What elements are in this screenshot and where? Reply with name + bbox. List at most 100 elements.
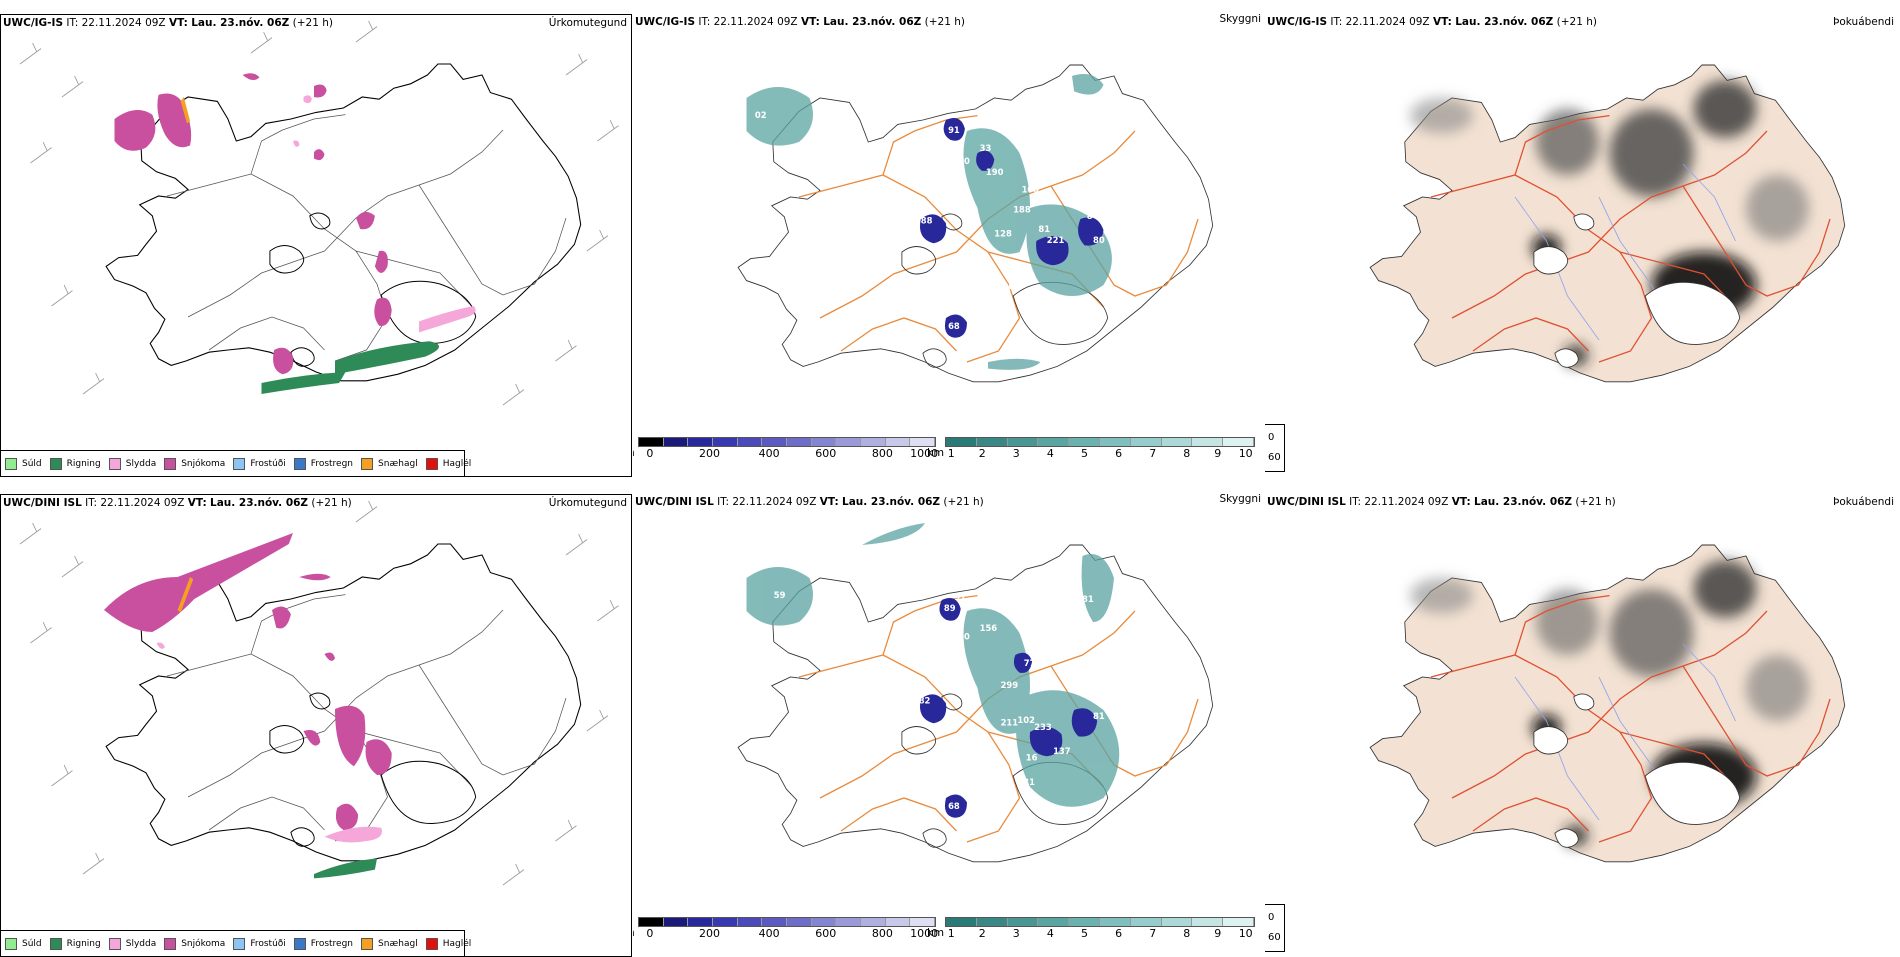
precip-type-panel-bottom: UWC/DINI ISL IT: 22.11.2024 09Z VT: Lau.… xyxy=(0,494,632,957)
svg-text:80: 80 xyxy=(1080,104,1092,114)
legend-swatch-drizzle xyxy=(5,457,17,470)
svg-text:77: 77 xyxy=(1024,659,1036,669)
svg-text:50: 50 xyxy=(1091,144,1103,154)
rain-areas-bottom xyxy=(314,858,377,879)
wind-barbs-bottom xyxy=(19,500,619,886)
svg-text:211: 211 xyxy=(1001,718,1019,728)
legend-swatch-freezing-drizzle xyxy=(233,937,246,950)
legend-swatch-rain xyxy=(49,937,62,950)
svg-text:1: 1 xyxy=(1106,199,1112,209)
svg-text:81: 81 xyxy=(1093,712,1105,722)
legend-swatch-snow-pellets xyxy=(361,457,374,470)
svg-text:80: 80 xyxy=(1093,236,1105,246)
visibility-map-bottom: 16 59 89 97 100 156 78 281 299 77 82 211… xyxy=(737,523,1214,863)
precip-header-bottom: UWC/DINI ISL IT: 22.11.2024 09Z VT: Lau.… xyxy=(3,497,352,509)
svg-text:81: 81 xyxy=(1038,225,1050,235)
svg-text:100: 100 xyxy=(952,632,970,642)
svg-text:16: 16 xyxy=(1026,753,1038,763)
rain-areas xyxy=(261,341,440,394)
svg-text:156: 156 xyxy=(980,624,998,634)
fog-header-bottom: UWC/DINI ISL IT: 22.11.2024 09Z VT: Lau.… xyxy=(1267,496,1616,508)
fog-panel-title: Þokuábendi xyxy=(1833,16,1894,28)
precip-type-panel-top: UWC/IG-IS IT: 22.11.2024 09Z VT: Lau. 23… xyxy=(0,14,632,477)
low-cloudbase-areas-bottom xyxy=(919,598,1098,818)
legend-swatch-freezing-rain xyxy=(293,457,306,470)
legend-swatch-rain xyxy=(49,457,62,470)
visibility-panel-top: UWC/IG-IS IT: 22.11.2024 09Z VT: Lau. 23… xyxy=(633,14,1265,477)
legend-swatch-freezing-rain xyxy=(293,937,306,950)
precip-legend-bottom: Súld Rigning Slydda Snjókoma Frostúði Fr… xyxy=(1,930,471,956)
fog-header-top: UWC/IG-IS IT: 22.11.2024 09Z VT: Lau. 23… xyxy=(1267,16,1597,28)
precip-panel-title-bottom: Úrkomutegund xyxy=(548,497,627,509)
precip-map-bottom xyxy=(19,500,619,886)
cloudbase-labels-bottom: 16 59 89 97 100 156 78 281 299 77 82 211… xyxy=(774,544,1105,812)
fog-legend-top: 0 60 xyxy=(1265,424,1285,472)
visibility-panel-bottom: UWC/DINI ISL IT: 22.11.2024 09Z VT: Lau.… xyxy=(633,494,1265,957)
svg-text:59: 59 xyxy=(774,591,786,601)
sleet-areas xyxy=(293,95,476,333)
svg-text:231: 231 xyxy=(1017,778,1035,788)
fog-panel-title-bottom: Þokuábendi xyxy=(1833,496,1894,508)
low-cloudbase-areas xyxy=(919,118,1104,338)
svg-text:221: 221 xyxy=(1047,236,1065,246)
visibility-colorbar-top: 1 2 3 4 5 6 7 8 9 10 km xyxy=(927,437,1255,461)
svg-text:188: 188 xyxy=(1013,205,1031,215)
cloudbase-colorbar-bottom: 0 200 400 600 800 1000 m xyxy=(633,917,938,941)
legend-swatch-snow xyxy=(164,937,177,950)
snow-pellets-area xyxy=(180,97,191,124)
legend-swatch-hail xyxy=(425,937,438,950)
visibility-panel-title-bottom: Skyggni xyxy=(1219,494,1262,505)
legend-swatch-snow xyxy=(164,457,177,470)
svg-text:128: 128 xyxy=(994,229,1012,239)
svg-text:97: 97 xyxy=(954,593,966,603)
visibility-header-top: UWC/IG-IS IT: 22.11.2024 09Z VT: Lau. 23… xyxy=(635,16,965,28)
visibility-map-top: 29 02 91 100 33 190 80 50 105 188 128 81… xyxy=(737,64,1214,383)
svg-text:82: 82 xyxy=(919,696,931,706)
precip-header-top: UWC/IG-IS IT: 22.11.2024 09Z VT: Lau. 23… xyxy=(3,17,333,29)
fog-panel-bottom: UWC/DINI ISL IT: 22.11.2024 09Z VT: Lau.… xyxy=(1265,494,1900,957)
svg-text:33: 33 xyxy=(980,144,992,154)
svg-text:13: 13 xyxy=(852,212,864,222)
snow-areas xyxy=(114,73,392,375)
svg-text:68: 68 xyxy=(948,322,960,332)
legend-swatch-hail xyxy=(425,457,438,470)
svg-text:102: 102 xyxy=(1017,716,1035,726)
fog-map-bottom xyxy=(1369,544,1846,863)
svg-text:02: 02 xyxy=(755,111,767,121)
snow-areas-bottom xyxy=(104,533,392,830)
cloudbase-labels: 29 02 91 100 33 190 80 50 105 188 128 81… xyxy=(755,78,1112,332)
svg-text:29: 29 xyxy=(774,78,786,88)
svg-text:68: 68 xyxy=(948,802,960,812)
svg-text:233: 233 xyxy=(1034,723,1052,733)
svg-text:281: 281 xyxy=(1076,595,1094,605)
legend-swatch-sleet xyxy=(108,937,121,950)
svg-text:91: 91 xyxy=(948,126,960,136)
precip-panel-title: Úrkomutegund xyxy=(548,17,627,29)
legend-swatch-freezing-drizzle xyxy=(233,457,246,470)
low-visibility-areas-bottom xyxy=(746,523,1120,807)
svg-text:78: 78 xyxy=(1068,560,1080,570)
visibility-header-bottom: UWC/DINI ISL IT: 22.11.2024 09Z VT: Lau.… xyxy=(635,496,984,508)
sleet-areas-bottom xyxy=(156,642,382,843)
precip-legend-top: Súld Rigning Slydda Snjókoma Frostúði Fr… xyxy=(1,450,471,476)
legend-swatch-sleet xyxy=(108,457,121,470)
precip-map-top xyxy=(19,20,619,406)
fog-legend-bottom: 0 60 xyxy=(1265,904,1285,952)
svg-text:299: 299 xyxy=(1001,681,1019,691)
svg-text:88: 88 xyxy=(921,216,933,226)
snow-pellets-area-bottom xyxy=(177,577,194,613)
legend-swatch-snow-pellets xyxy=(361,937,374,950)
fog-map-top xyxy=(1369,64,1846,383)
svg-text:31: 31 xyxy=(1085,685,1097,695)
svg-text:8: 8 xyxy=(1087,212,1093,222)
wind-barbs xyxy=(19,20,619,406)
svg-text:105: 105 xyxy=(1022,185,1040,195)
legend-swatch-drizzle xyxy=(5,937,17,950)
svg-text:190: 190 xyxy=(986,168,1004,178)
visibility-panel-title: Skyggni xyxy=(1219,14,1262,25)
visibility-colorbar-bottom: 1 2 3 4 5 6 7 8 9 10 km xyxy=(927,917,1255,941)
svg-text:89: 89 xyxy=(944,604,956,614)
svg-text:100: 100 xyxy=(952,157,970,167)
svg-text:206: 206 xyxy=(1003,282,1021,292)
svg-text:16: 16 xyxy=(776,544,788,554)
